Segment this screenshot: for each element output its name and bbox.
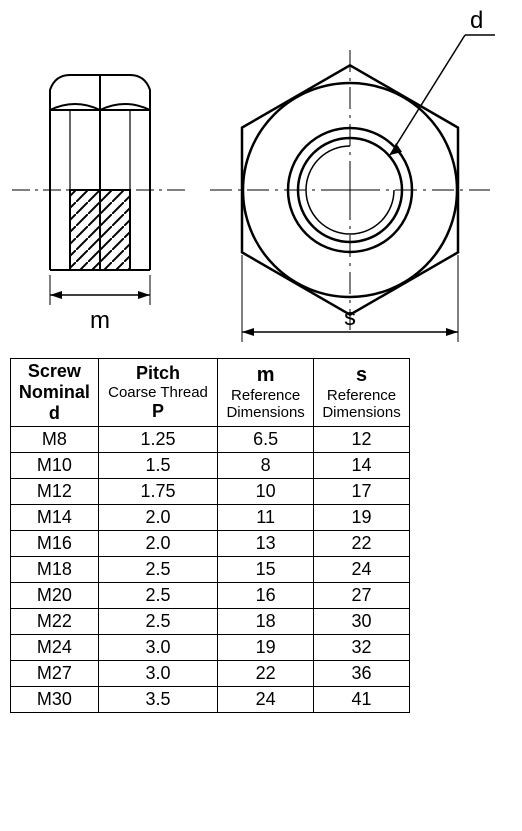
- table-cell: 16: [218, 583, 314, 609]
- side-view: m: [12, 75, 185, 334]
- table-cell: M16: [11, 531, 99, 557]
- table-cell: M14: [11, 505, 99, 531]
- table-cell: M27: [11, 661, 99, 687]
- table-cell: 6.5: [218, 427, 314, 453]
- table-cell: 1.5: [98, 453, 217, 479]
- table-cell: 2.0: [98, 505, 217, 531]
- table-cell: 19: [314, 505, 410, 531]
- table-row: M243.01932: [11, 635, 410, 661]
- diagram: m d s: [10, 10, 510, 350]
- col-header: PitchCoarse ThreadP: [98, 359, 217, 427]
- table-cell: 14: [314, 453, 410, 479]
- table-cell: 24: [314, 557, 410, 583]
- table-cell: 2.5: [98, 583, 217, 609]
- table-cell: 3.0: [98, 661, 217, 687]
- table-cell: M22: [11, 609, 99, 635]
- table-row: M182.51524: [11, 557, 410, 583]
- table-cell: M24: [11, 635, 99, 661]
- table-cell: 30: [314, 609, 410, 635]
- table-cell: 22: [218, 661, 314, 687]
- table-row: M81.256.512: [11, 427, 410, 453]
- col-header: ScrewNominald: [11, 359, 99, 427]
- table-cell: 32: [314, 635, 410, 661]
- table-cell: 17: [314, 479, 410, 505]
- table-cell: 13: [218, 531, 314, 557]
- table-row: M273.02236: [11, 661, 410, 687]
- label-s: s: [344, 304, 356, 331]
- table-row: M101.5814: [11, 453, 410, 479]
- table-cell: M12: [11, 479, 99, 505]
- label-d: d: [470, 10, 483, 34]
- col-header: sReferenceDimensions: [314, 359, 410, 427]
- table-cell: M18: [11, 557, 99, 583]
- table-cell: 36: [314, 661, 410, 687]
- label-m: m: [90, 307, 110, 334]
- table-cell: 15: [218, 557, 314, 583]
- table-cell: 19: [218, 635, 314, 661]
- table-row: M303.52441: [11, 687, 410, 713]
- table-row: M162.01322: [11, 531, 410, 557]
- table-cell: 22: [314, 531, 410, 557]
- table-cell: M30: [11, 687, 99, 713]
- table-cell: 24: [218, 687, 314, 713]
- table-cell: 12: [314, 427, 410, 453]
- table-cell: 2.5: [98, 609, 217, 635]
- table-cell: M8: [11, 427, 99, 453]
- table-cell: 10: [218, 479, 314, 505]
- table-row: M142.01119: [11, 505, 410, 531]
- table-cell: M10: [11, 453, 99, 479]
- dimensions-table: ScrewNominaldPitchCoarse ThreadPmReferen…: [10, 358, 512, 713]
- table-cell: 11: [218, 505, 314, 531]
- table-row: M121.751017: [11, 479, 410, 505]
- table-cell: 3.5: [98, 687, 217, 713]
- table-cell: 8: [218, 453, 314, 479]
- table-cell: M20: [11, 583, 99, 609]
- table-row: M222.51830: [11, 609, 410, 635]
- table-cell: 1.25: [98, 427, 217, 453]
- table-cell: 2.0: [98, 531, 217, 557]
- table-cell: 41: [314, 687, 410, 713]
- table-cell: 18: [218, 609, 314, 635]
- table-cell: 27: [314, 583, 410, 609]
- col-header: mReferenceDimensions: [218, 359, 314, 427]
- table-cell: 2.5: [98, 557, 217, 583]
- table-cell: 3.0: [98, 635, 217, 661]
- top-view: d s: [210, 10, 495, 342]
- table-cell: 1.75: [98, 479, 217, 505]
- table-row: M202.51627: [11, 583, 410, 609]
